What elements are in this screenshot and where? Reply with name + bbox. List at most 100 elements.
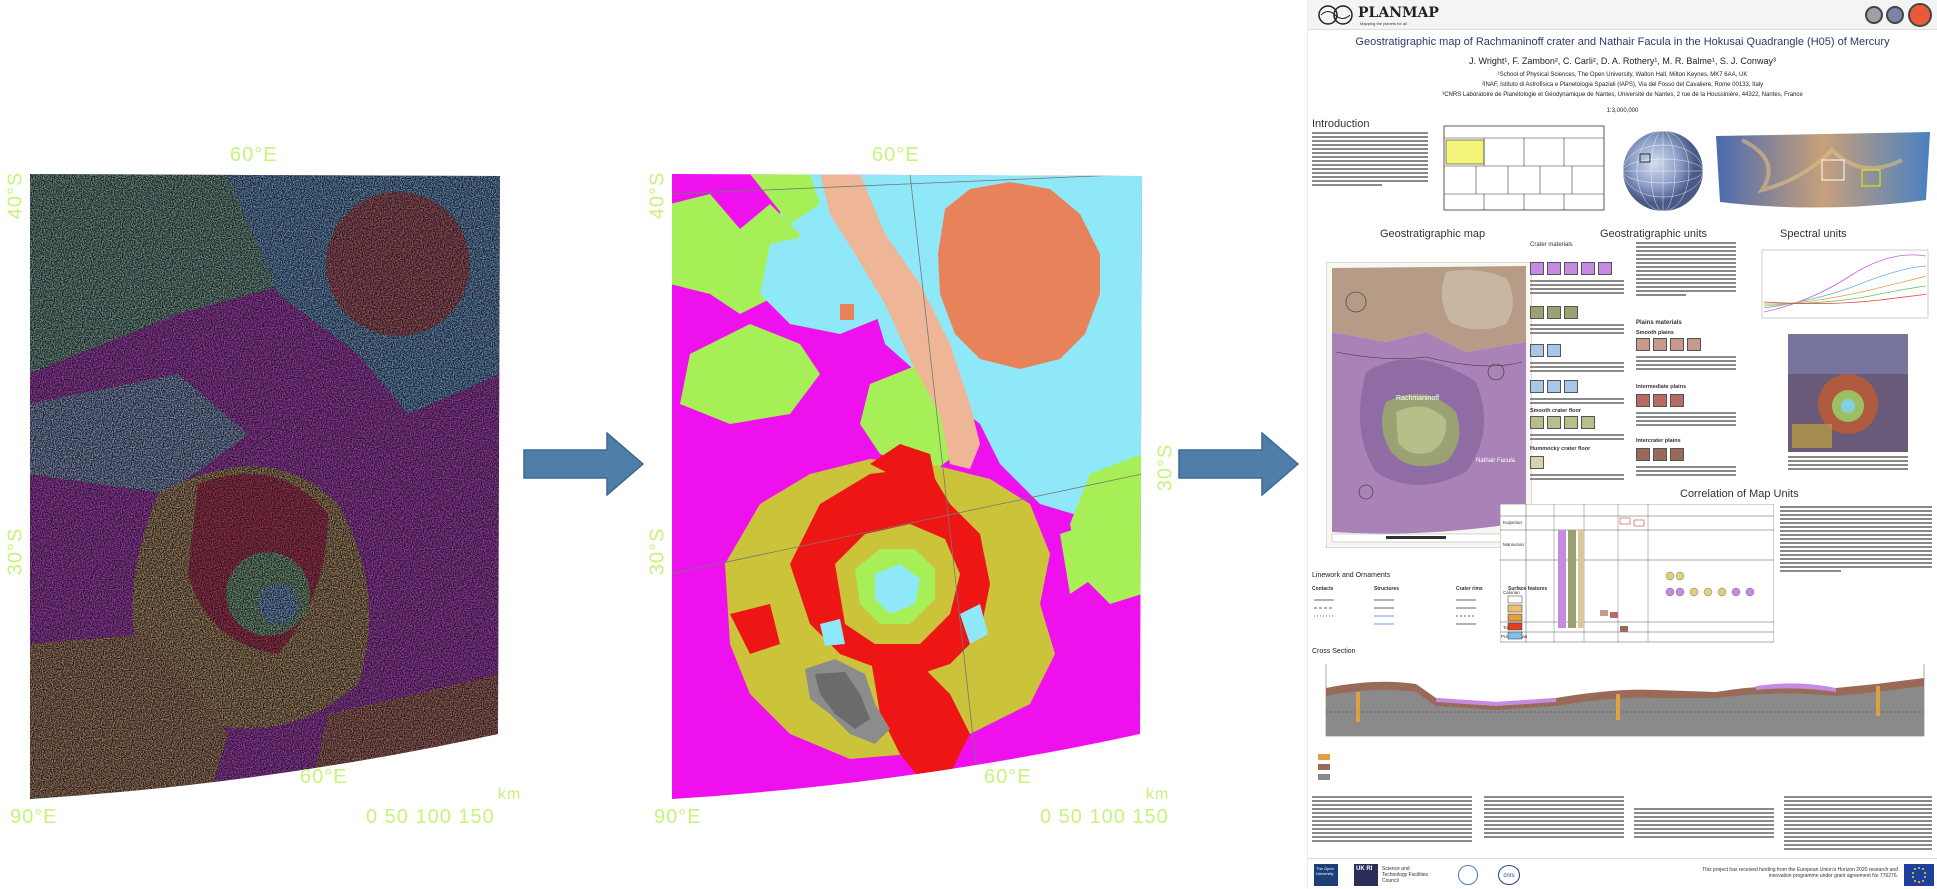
spectral-label-bottom-lon: 60°E bbox=[300, 766, 348, 788]
age-mansurian: Mansurian bbox=[1503, 542, 1525, 547]
legend-icp-text bbox=[1636, 466, 1736, 478]
legend-c4-swatches bbox=[1530, 306, 1581, 324]
age-kuiperian: Kuiperian bbox=[1503, 520, 1523, 525]
crater-materials-heading: Crater materials bbox=[1530, 242, 1573, 248]
spectral-label-left-top: 40°S bbox=[4, 171, 27, 220]
partner-round-logo bbox=[1458, 865, 1478, 885]
plains-materials-heading: Plains materials bbox=[1636, 320, 1682, 326]
poster-scale: 1:3,000,000 bbox=[1606, 108, 1639, 114]
arrow-right-icon bbox=[1178, 432, 1300, 496]
classified-map-panel bbox=[670, 174, 1142, 799]
structures-heading: Structures bbox=[1374, 586, 1400, 592]
legend-cfs-text bbox=[1530, 434, 1624, 442]
contacts-heading: Contacts bbox=[1312, 586, 1334, 592]
planet-icon-blue bbox=[1886, 6, 1904, 24]
funding-text: This project has received funding from t… bbox=[1702, 867, 1898, 879]
correlation-heading: Correlation of Map Units bbox=[1680, 488, 1799, 500]
ukri-logo: UK RI bbox=[1354, 864, 1378, 886]
geo-units-heading: Geostratigraphic units bbox=[1600, 228, 1707, 240]
geo-units-text bbox=[1636, 242, 1736, 298]
classified-label-right-mid: 30°S bbox=[1154, 443, 1177, 492]
arrow-right-icon bbox=[523, 432, 645, 496]
stfc-logo: Science and Technology Facilities Counci… bbox=[1382, 866, 1429, 884]
legend-cfs-swatches bbox=[1530, 416, 1598, 434]
linework-legend bbox=[1314, 595, 1523, 640]
legend-c5-text bbox=[1530, 280, 1624, 296]
hummocky-crater-floor-heading: Hummocky crater floor bbox=[1530, 446, 1591, 452]
planet-icon-grey bbox=[1865, 6, 1883, 24]
cross-section-heading: Cross Section bbox=[1312, 648, 1356, 655]
classified-scale: 0 50 100 150 bbox=[1040, 806, 1169, 828]
legend-c4-text bbox=[1530, 324, 1624, 336]
legend-c2-text bbox=[1530, 398, 1624, 406]
classified-label-bottom-lon: 60°E bbox=[984, 766, 1032, 788]
quadrangle-index-grid bbox=[1443, 125, 1605, 211]
legend-cfh-text bbox=[1530, 474, 1624, 482]
mercury-globe bbox=[1622, 130, 1704, 212]
poster-affil-1: ¹School of Physical Sciences, The Open U… bbox=[1497, 72, 1748, 78]
correlation-chart bbox=[1500, 504, 1774, 643]
poster-authors: J. Wright¹, F. Zambon², C. Carli², D. A.… bbox=[1469, 56, 1776, 66]
legend-icp-swatches bbox=[1636, 448, 1687, 466]
spectral-scale-km: km bbox=[498, 786, 522, 803]
intro-heading: Introduction bbox=[1312, 118, 1370, 130]
quadrangle-color-map bbox=[1716, 132, 1930, 208]
classified-label-left-mid: 30°S bbox=[646, 527, 669, 576]
legend-ps-swatches bbox=[1636, 338, 1704, 356]
spectral-map-panel bbox=[28, 174, 500, 799]
eu-flag-icon bbox=[1904, 864, 1934, 886]
legend-c3-swatches bbox=[1530, 344, 1564, 362]
smooth-crater-floor-heading: Smooth crater floor bbox=[1530, 408, 1582, 414]
correlation-text bbox=[1780, 506, 1932, 574]
planmap-logo-text: PLANMAP bbox=[1358, 5, 1439, 21]
intermediate-plains-heading: Intermediate plains bbox=[1636, 384, 1687, 390]
legend-c5-swatches bbox=[1530, 262, 1615, 280]
spectral-label-bottom-left: 90°E bbox=[10, 806, 58, 828]
classified-scale-km: km bbox=[1146, 786, 1170, 803]
poster-footer: The Open University UK RI Science and Te… bbox=[1308, 858, 1937, 889]
cross-section-legend bbox=[1318, 754, 1330, 780]
intro-text bbox=[1312, 132, 1428, 188]
crater-rims-heading: Crater rims bbox=[1456, 586, 1483, 592]
legend-c2-swatches bbox=[1530, 380, 1581, 398]
spectral-noise-map bbox=[30, 174, 500, 799]
surface-features-heading: Surface features bbox=[1508, 586, 1548, 592]
legend-c3-text bbox=[1530, 362, 1624, 374]
geo-map-heading: Geostratigraphic map bbox=[1380, 228, 1486, 240]
spectral-caption bbox=[1788, 456, 1908, 472]
legend-pi-text bbox=[1636, 412, 1736, 428]
cross-section-diagram bbox=[1325, 664, 1925, 737]
linework-heading: Linework and Ornaments bbox=[1312, 572, 1391, 579]
planmap-logo-sub: Mapping the planets for all bbox=[1360, 21, 1407, 26]
poster-affil-2: ²INAF, Istituto di Astrofisica e Planeto… bbox=[1481, 82, 1764, 88]
legend-pi-swatches bbox=[1636, 394, 1687, 412]
planmap-logo-icon bbox=[1318, 5, 1353, 25]
classified-unit-map bbox=[672, 174, 1142, 799]
cnrs-logo: cnrs bbox=[1498, 865, 1520, 885]
poster-header: PLANMAP Mapping the planets for all bbox=[1308, 0, 1937, 30]
spectral-plot bbox=[1761, 249, 1929, 319]
coordinate-text bbox=[1484, 796, 1624, 840]
geostratigraphic-poster: PLANMAP Mapping the planets for all Geos… bbox=[1308, 0, 1937, 889]
spectral-label-top: 60°E bbox=[230, 144, 278, 166]
smooth-plains-heading: Smooth plains bbox=[1636, 330, 1674, 336]
intercrater-plains-heading: Intercrater plains bbox=[1636, 438, 1681, 444]
legend-ps-text bbox=[1636, 356, 1736, 372]
references-text bbox=[1784, 796, 1932, 852]
basemap-text bbox=[1312, 796, 1472, 844]
planet-icon-red bbox=[1908, 3, 1932, 27]
legend-cfh-swatches bbox=[1530, 456, 1547, 474]
poster-title: Geostratigraphic map of Rachmaninoff cra… bbox=[1355, 36, 1890, 48]
map-label-rachmaninoff: Rachmaninoff bbox=[1396, 395, 1439, 402]
classified-label-left-top: 40°S bbox=[646, 171, 669, 220]
classified-label-bottom-left: 90°E bbox=[654, 806, 702, 828]
spectral-unit-inset-map bbox=[1788, 334, 1908, 452]
poster-affil-3: ³CNRS Laboratoire de Planétologie et Géo… bbox=[1442, 92, 1803, 98]
geostratigraphic-map: Rachmaninoff Nathair Facula bbox=[1326, 262, 1532, 548]
spectral-label-left-mid: 30°S bbox=[4, 527, 27, 576]
acknowledgements-text bbox=[1634, 796, 1774, 840]
classified-label-top: 60°E bbox=[872, 144, 920, 166]
spectral-scale: 0 50 100 150 bbox=[366, 806, 495, 828]
spectral-units-heading: Spectral units bbox=[1780, 228, 1847, 240]
age-calorian: Calorian bbox=[1503, 590, 1520, 595]
